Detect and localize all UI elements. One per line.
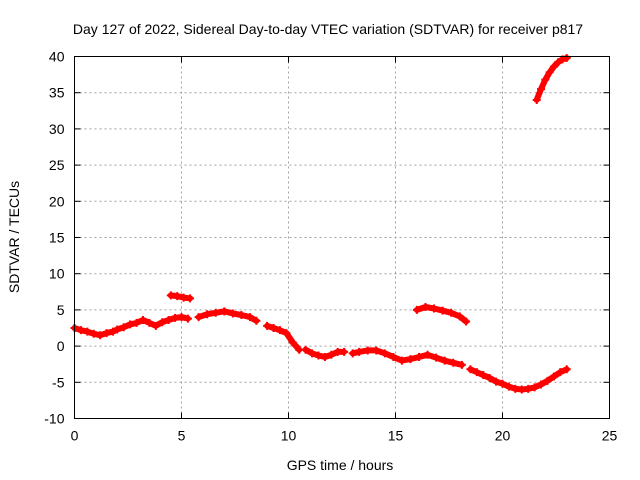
y-tick-label: 30 (49, 121, 65, 137)
chart: Day 127 of 2022, Sidereal Day-to-day VTE… (0, 0, 640, 480)
series-segment-7 (413, 303, 470, 325)
series-band (537, 58, 567, 100)
x-tick-label: 20 (495, 428, 511, 444)
x-tick-label: 0 (71, 428, 79, 444)
series-segment-8 (466, 365, 570, 393)
x-tick-label: 5 (178, 428, 186, 444)
y-axis-label: SDTVAR / TECUs (6, 181, 22, 293)
series-segment-1 (71, 313, 192, 339)
series-segment-2 (167, 291, 194, 302)
x-axis-label: GPS time / hours (287, 457, 394, 473)
series-segment-9 (533, 54, 571, 104)
series-segment-5 (302, 346, 349, 361)
x-tick-label: 15 (388, 428, 404, 444)
series-segment-4 (263, 322, 303, 354)
y-tick-label: -5 (52, 374, 65, 390)
y-tick-label: 10 (49, 266, 65, 282)
grid (75, 57, 610, 419)
chart-title: Day 127 of 2022, Sidereal Day-to-day VTE… (73, 21, 583, 37)
series-segment-6 (349, 346, 466, 368)
y-tick-label: 15 (49, 230, 65, 246)
y-tick-label: 20 (49, 193, 65, 209)
series-layer (71, 54, 571, 394)
y-tick-label: -10 (44, 411, 64, 427)
ticks: 0 5 10 15 20 25 -10 -5 0 5 10 15 20 25 30 35 40 (44, 49, 617, 444)
series-band (470, 369, 566, 389)
y-tick-label: 25 (49, 157, 65, 173)
x-tick-label: 10 (281, 428, 297, 444)
y-tick-label: 40 (49, 49, 65, 65)
x-tick-label: 25 (602, 428, 618, 444)
y-tick-label: 5 (57, 302, 65, 318)
y-tick-label: 35 (49, 85, 65, 101)
y-tick-label: 0 (57, 338, 65, 354)
